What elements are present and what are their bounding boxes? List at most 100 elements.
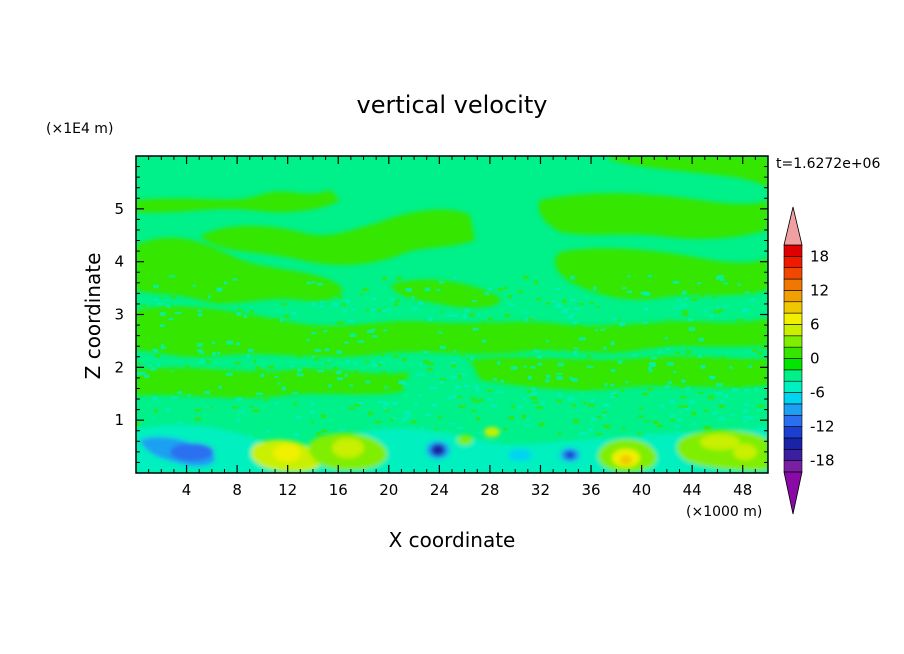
speckle [211, 351, 217, 356]
x-tick-label: 16 [329, 481, 348, 499]
speckle [609, 289, 615, 293]
speckle [647, 387, 653, 391]
speckle [309, 410, 314, 413]
speckle [519, 339, 523, 344]
speckle [393, 302, 399, 307]
speckle [698, 337, 704, 342]
x-tick-label: 8 [232, 481, 242, 499]
speckle [311, 421, 315, 424]
speckle [438, 378, 446, 381]
speckle [579, 431, 583, 436]
speckle [556, 303, 561, 307]
speckle [621, 427, 626, 430]
speckle [522, 275, 529, 280]
speckle [265, 397, 269, 402]
speckle [253, 359, 257, 364]
colorbar-swatch [783, 256, 803, 269]
speckle [545, 339, 550, 343]
speckle [187, 394, 191, 397]
speckle [160, 287, 166, 290]
speckle [258, 368, 266, 373]
speckle [557, 362, 565, 367]
speckle [234, 361, 242, 365]
speckle [143, 374, 150, 378]
speckle [335, 371, 342, 375]
speckle [530, 392, 536, 397]
speckle [310, 402, 315, 406]
speckle [357, 402, 364, 405]
speckle [151, 416, 156, 419]
x-tick-label: 12 [278, 481, 297, 499]
colorbar-swatch [783, 290, 803, 303]
speckle [310, 302, 317, 306]
speckle [260, 373, 265, 378]
speckle [692, 422, 697, 426]
speckle [526, 390, 534, 393]
speckle [688, 399, 695, 404]
colorbar-tick-label: 18 [810, 247, 829, 265]
speckle [240, 339, 246, 343]
speckle [563, 376, 570, 381]
speckle [654, 283, 660, 287]
speckle [337, 294, 343, 299]
speckle [496, 391, 503, 394]
x-unit-label: (×1000 m) [686, 504, 762, 520]
speckle [681, 309, 689, 314]
speckle [574, 341, 579, 345]
colorbar-extend-low [783, 471, 803, 515]
speckle [177, 391, 183, 395]
speckle [168, 368, 173, 373]
speckle [463, 315, 468, 320]
speckle [274, 402, 280, 405]
speckle [425, 413, 431, 417]
speckle [610, 341, 615, 346]
speckle [168, 275, 176, 278]
speckle [567, 315, 574, 319]
speckle [691, 411, 696, 416]
speckle [603, 424, 611, 429]
speckle [320, 414, 327, 419]
speckle [396, 276, 402, 281]
speckle [159, 296, 163, 299]
speckle [275, 318, 283, 322]
speckle [452, 394, 457, 399]
speckle [323, 330, 328, 333]
speckle [715, 392, 722, 395]
speckle [745, 291, 750, 294]
speckle [204, 390, 210, 395]
speckle [554, 287, 561, 290]
speckle [576, 409, 580, 412]
speckle [365, 308, 370, 312]
speckle [734, 384, 741, 388]
speckle [656, 379, 660, 382]
speckle [326, 358, 331, 363]
speckle [362, 287, 369, 292]
speckle [405, 292, 413, 296]
speckle [612, 317, 618, 321]
speckle [551, 300, 558, 303]
speckle [173, 289, 180, 294]
speckle [613, 324, 617, 327]
speckle [674, 424, 681, 429]
speckle [757, 404, 765, 408]
speckle [312, 281, 316, 284]
speckle [154, 288, 158, 292]
speckle [193, 376, 199, 379]
speckle [508, 416, 515, 420]
speckle [485, 374, 491, 378]
speckle [216, 288, 223, 292]
speckle [531, 391, 538, 395]
speckle [674, 351, 681, 354]
speckle [296, 354, 303, 358]
speckle [602, 411, 607, 415]
speckle [348, 319, 355, 323]
speckle [137, 321, 141, 325]
speckle [395, 287, 400, 291]
speckle [438, 280, 444, 284]
speckle [685, 349, 692, 354]
speckle [428, 386, 432, 390]
speckle [420, 426, 424, 429]
speckle [563, 365, 567, 369]
speckle [475, 388, 480, 392]
speckle [455, 385, 460, 389]
